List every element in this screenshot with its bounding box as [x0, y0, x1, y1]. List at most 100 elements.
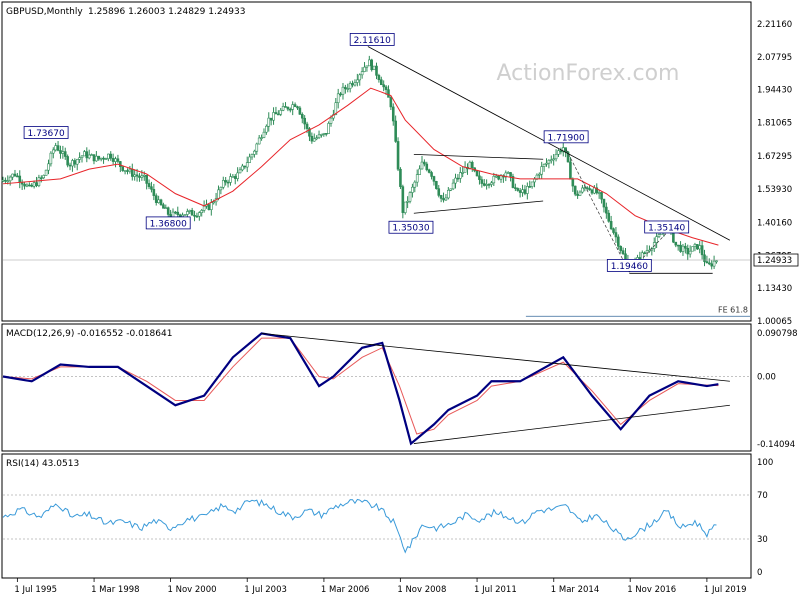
price-candle	[605, 202, 608, 219]
price-candle	[368, 55, 371, 67]
candle-body	[176, 211, 180, 215]
candle-body	[40, 177, 43, 180]
candle-body	[480, 179, 484, 184]
candle-body	[133, 174, 136, 177]
candle-body	[312, 138, 316, 142]
price-candle	[253, 149, 256, 158]
price-plot: FE 61.8 2.11610 1.73670 1.36800 1.35030 1.719…	[1, 33, 750, 317]
candle-body	[145, 175, 148, 184]
candle-body	[322, 133, 326, 135]
candle-body	[44, 169, 48, 176]
price-candle	[710, 260, 713, 270]
candle-body	[315, 137, 318, 140]
candle-body	[506, 172, 510, 174]
annotation-box	[145, 216, 191, 230]
candle-body	[341, 86, 345, 95]
candle-body	[147, 183, 151, 187]
candle-body	[356, 79, 359, 83]
x-tick-label: 1 Jul 1995	[14, 585, 57, 595]
price-candle	[66, 154, 69, 168]
price-candle	[676, 244, 680, 251]
price-candle	[382, 80, 385, 92]
x-tick-label: 1 Nov 2000	[168, 585, 217, 595]
candle-body	[413, 181, 417, 188]
price-candle	[470, 160, 474, 172]
candle-body	[13, 173, 17, 177]
price-y-tick: 1.67295	[757, 152, 792, 162]
price-candle	[233, 174, 237, 185]
candle-body	[4, 179, 7, 182]
macd-y-tick: 0.00	[757, 372, 776, 382]
candle-body	[363, 66, 366, 72]
price-candle	[157, 195, 160, 204]
price-candle	[286, 106, 290, 112]
annotation-box	[349, 33, 395, 46]
candle-body	[346, 88, 350, 90]
fe-label: FE 61.8	[718, 305, 748, 314]
rsi-y-tick: 70	[757, 491, 768, 501]
price-candle	[389, 95, 393, 111]
price-candle	[530, 181, 534, 189]
price-candle	[159, 198, 163, 206]
annotation-box	[543, 130, 589, 144]
macd-y-tick: 0.090798	[757, 329, 798, 339]
candle-body	[684, 245, 687, 249]
candle-body	[470, 161, 474, 169]
candle-body	[487, 184, 491, 186]
candle-body	[99, 157, 103, 160]
candle-body	[164, 207, 168, 210]
price-candle	[578, 190, 582, 196]
price-candle	[573, 185, 577, 197]
current-price-text: 1.24933	[757, 256, 792, 266]
candle-body	[241, 165, 244, 171]
x-tick-label: 1 Mar 2014	[551, 585, 599, 595]
candle-body	[150, 186, 153, 190]
candle-body	[573, 185, 577, 195]
candle-body	[617, 236, 620, 247]
candle-body	[463, 166, 467, 173]
price-candle	[231, 174, 235, 178]
price-candle	[679, 241, 682, 253]
candle-body	[42, 175, 46, 179]
price-candle	[356, 73, 359, 87]
candle-body	[375, 65, 378, 76]
candle-body	[202, 205, 206, 211]
candle-body	[236, 172, 239, 179]
moving-average-line	[2, 87, 719, 246]
candle-body	[260, 137, 263, 139]
price-candle	[490, 180, 493, 188]
candle-body	[257, 137, 261, 145]
price-candle	[478, 170, 481, 185]
price-candle	[442, 192, 445, 203]
price-candle	[1, 176, 5, 183]
price-candle	[346, 83, 350, 93]
candle-body	[298, 107, 302, 115]
candle-body	[123, 170, 127, 172]
candle-body	[538, 173, 541, 176]
price-candle	[42, 174, 46, 180]
candle-body	[509, 172, 512, 177]
price-candle	[138, 173, 141, 182]
price-candle	[497, 175, 500, 181]
price-candle	[202, 200, 206, 213]
candle-body	[152, 189, 156, 196]
candle-body	[193, 214, 196, 217]
candle-body	[97, 155, 101, 160]
candle-body	[569, 161, 572, 180]
price-candle	[693, 242, 697, 252]
annotation-text: 2.11610	[354, 36, 391, 46]
candle-body	[691, 246, 694, 252]
candle-body	[451, 182, 455, 190]
candle-body	[547, 159, 551, 164]
price-candle	[406, 196, 409, 209]
price-candle	[686, 244, 690, 261]
price-candle	[150, 181, 153, 193]
candle-body	[595, 187, 599, 194]
price-candle	[16, 172, 19, 178]
price-candle	[435, 180, 438, 190]
price-candle	[612, 227, 615, 235]
candle-body	[533, 178, 536, 183]
candle-body	[154, 195, 158, 203]
candle-body	[399, 168, 402, 187]
candle-body	[300, 114, 304, 119]
